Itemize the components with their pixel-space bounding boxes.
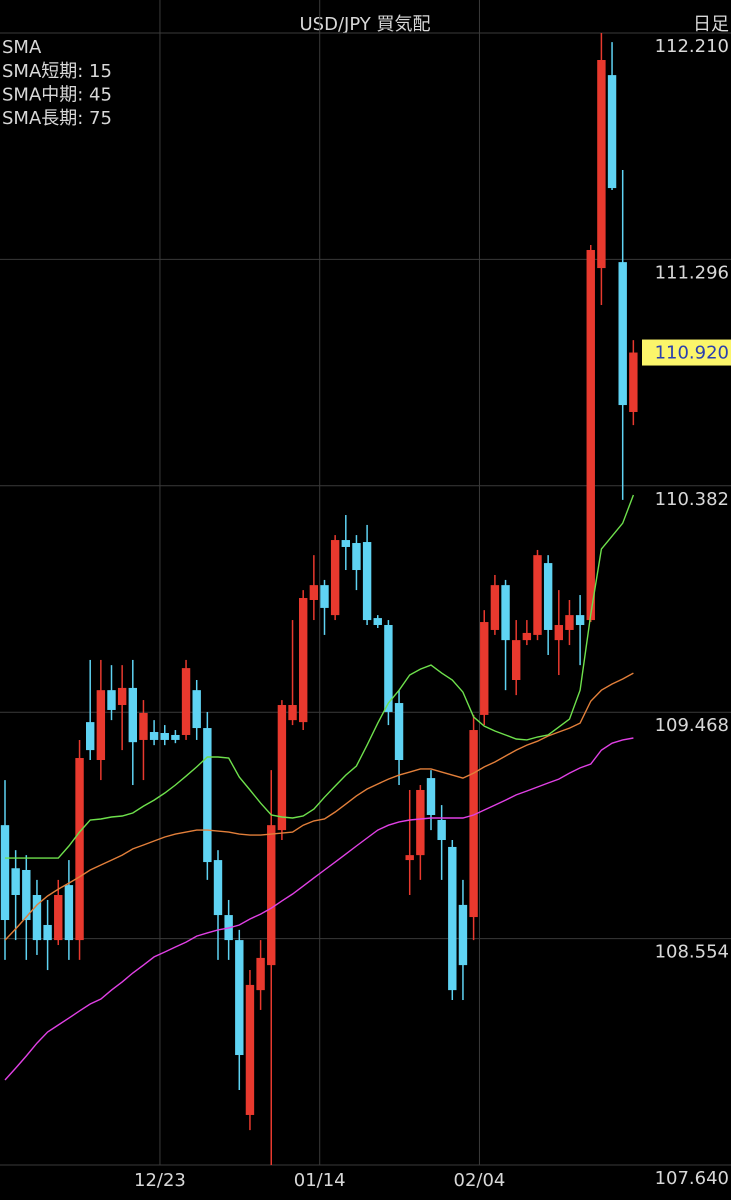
candle-body	[288, 705, 297, 721]
candle-body	[149, 732, 159, 740]
candle-body	[330, 540, 340, 616]
candle-body	[362, 542, 372, 621]
chart-title: USD/JPY 買気配	[299, 14, 430, 35]
candle-body	[405, 855, 414, 861]
candle-body	[586, 249, 595, 621]
legend-entry: SMA中期: 45	[2, 85, 112, 106]
candle-body	[394, 703, 404, 761]
candle-body	[192, 690, 201, 729]
candle-body	[575, 615, 585, 626]
last-price-label: 110.920	[655, 343, 729, 364]
candle-body	[171, 734, 180, 740]
candle-body	[181, 668, 191, 735]
candle-body	[22, 869, 31, 921]
candle-body	[203, 728, 212, 863]
candle-body	[277, 705, 287, 831]
legend-entry: SMA短期: 15	[2, 61, 112, 82]
candle-body	[448, 846, 457, 991]
candle-body	[426, 778, 436, 815]
candle-body	[43, 924, 52, 941]
candle-body	[565, 615, 574, 630]
candle-body	[373, 618, 382, 626]
candle-body	[480, 622, 489, 715]
sma-line	[4, 672, 634, 941]
candle-body	[256, 957, 265, 991]
candle-body	[437, 819, 446, 841]
sma-line	[4, 737, 634, 1081]
legend-title: SMA	[2, 37, 42, 58]
candle-body	[107, 690, 116, 710]
candle-body	[245, 984, 255, 1115]
candle-body	[309, 585, 319, 600]
candle-body	[64, 885, 74, 941]
candle-body	[96, 690, 106, 761]
candle-body	[299, 598, 308, 723]
candle-body	[490, 585, 500, 630]
legend-entry: SMA長期: 75	[2, 108, 112, 129]
candle-body	[618, 262, 627, 406]
candle-body	[341, 540, 350, 547]
x-tick-label: 02/04	[454, 1170, 506, 1191]
candle-body	[117, 687, 127, 706]
candle-body	[54, 895, 63, 941]
candle-body	[512, 640, 521, 680]
candle-body	[320, 585, 329, 608]
candle-body	[384, 625, 393, 712]
y-tick-label: 111.296	[655, 262, 729, 283]
candle-body	[75, 758, 84, 941]
candle-body	[416, 789, 425, 856]
candle-body	[32, 895, 42, 941]
x-tick-label: 12/23	[134, 1170, 186, 1191]
candle-body	[11, 868, 20, 896]
y-tick-label: 109.468	[655, 715, 729, 736]
candle-body	[86, 722, 95, 751]
candle-body	[235, 940, 244, 1056]
y-tick-label: 112.210	[655, 36, 729, 57]
candle-body	[458, 904, 468, 966]
x-tick-label: 01/14	[294, 1170, 346, 1191]
candle-body	[607, 75, 617, 189]
candle-body	[139, 712, 148, 740]
last-price-box	[642, 339, 731, 366]
candle-body	[554, 625, 563, 641]
candle-body	[0, 825, 10, 921]
candle-body	[128, 687, 137, 743]
timeframe: 日足	[693, 14, 729, 35]
y-tick-label: 108.554	[655, 942, 729, 963]
candle-body	[522, 632, 532, 641]
candle-body	[160, 733, 169, 740]
y-tick-label: 107.640	[655, 1168, 729, 1189]
candle-body	[267, 825, 276, 966]
candle-body	[533, 555, 542, 635]
candle-body	[543, 563, 553, 630]
candle-body	[501, 585, 510, 641]
candle-body	[469, 730, 478, 918]
candle-body	[213, 860, 223, 916]
candle-body	[352, 543, 361, 571]
candle-body	[629, 352, 638, 412]
candle-body	[597, 59, 606, 269]
sma-line	[5, 494, 635, 859]
y-tick-label: 110.382	[655, 489, 729, 510]
